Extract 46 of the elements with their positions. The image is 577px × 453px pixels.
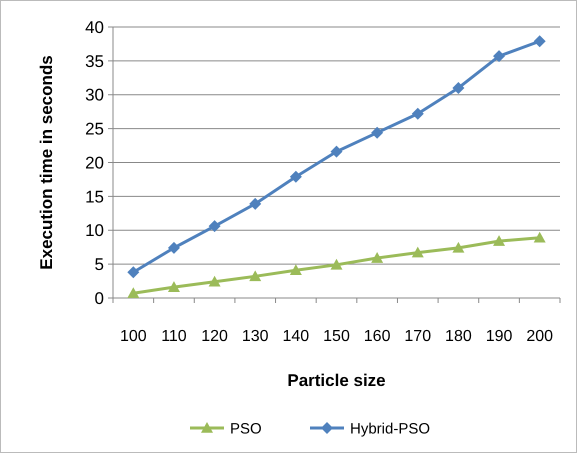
point: [249, 270, 262, 282]
x-tick-label: 170: [404, 328, 432, 345]
x-tick-label: 200: [526, 328, 554, 345]
point: [452, 242, 464, 253]
y-tick-label: 40: [85, 18, 104, 37]
y-tick-label: 15: [85, 187, 104, 206]
point: [493, 50, 506, 62]
y-tick-label: 10: [85, 221, 104, 240]
point: [168, 281, 180, 292]
x-tick-label: 180: [445, 328, 472, 345]
x-axis-title: Particle size: [287, 371, 386, 390]
x-tick-label: 100: [120, 328, 147, 345]
x-tick-label: 190: [486, 328, 512, 345]
x-tick-label: 160: [364, 328, 391, 345]
point: [452, 82, 464, 94]
legend-label: PSO: [230, 420, 262, 438]
point: [208, 220, 221, 232]
point: [290, 170, 302, 183]
x-tick-label: 150: [323, 328, 350, 345]
y-tick-label: 35: [85, 52, 104, 71]
y-tick-label: 30: [85, 86, 104, 105]
point: [127, 287, 140, 298]
x-tick-label: 120: [201, 328, 228, 345]
y-tick-label: 0: [94, 288, 104, 308]
y-tick-label: 5: [94, 255, 104, 274]
point: [290, 264, 302, 276]
point: [330, 146, 342, 158]
point: [493, 235, 506, 246]
point: [412, 108, 424, 120]
point: [534, 35, 546, 48]
point: [371, 252, 384, 263]
point: [534, 232, 546, 243]
point: [371, 126, 384, 139]
y-tick-label: 20: [85, 153, 104, 172]
x-tick-label: 110: [161, 328, 187, 345]
point: [412, 246, 424, 258]
point: [249, 198, 262, 210]
y-axis-title: Execution time in seconds: [37, 55, 56, 270]
point: [208, 276, 221, 287]
x-tick-label: 130: [242, 328, 269, 345]
point: [330, 258, 342, 270]
point: [168, 242, 180, 254]
x-tick-label: 140: [282, 328, 310, 345]
legend-label: Hybrid-PSO: [350, 420, 430, 438]
y-tick-label: 25: [85, 120, 104, 139]
point: [127, 266, 140, 278]
